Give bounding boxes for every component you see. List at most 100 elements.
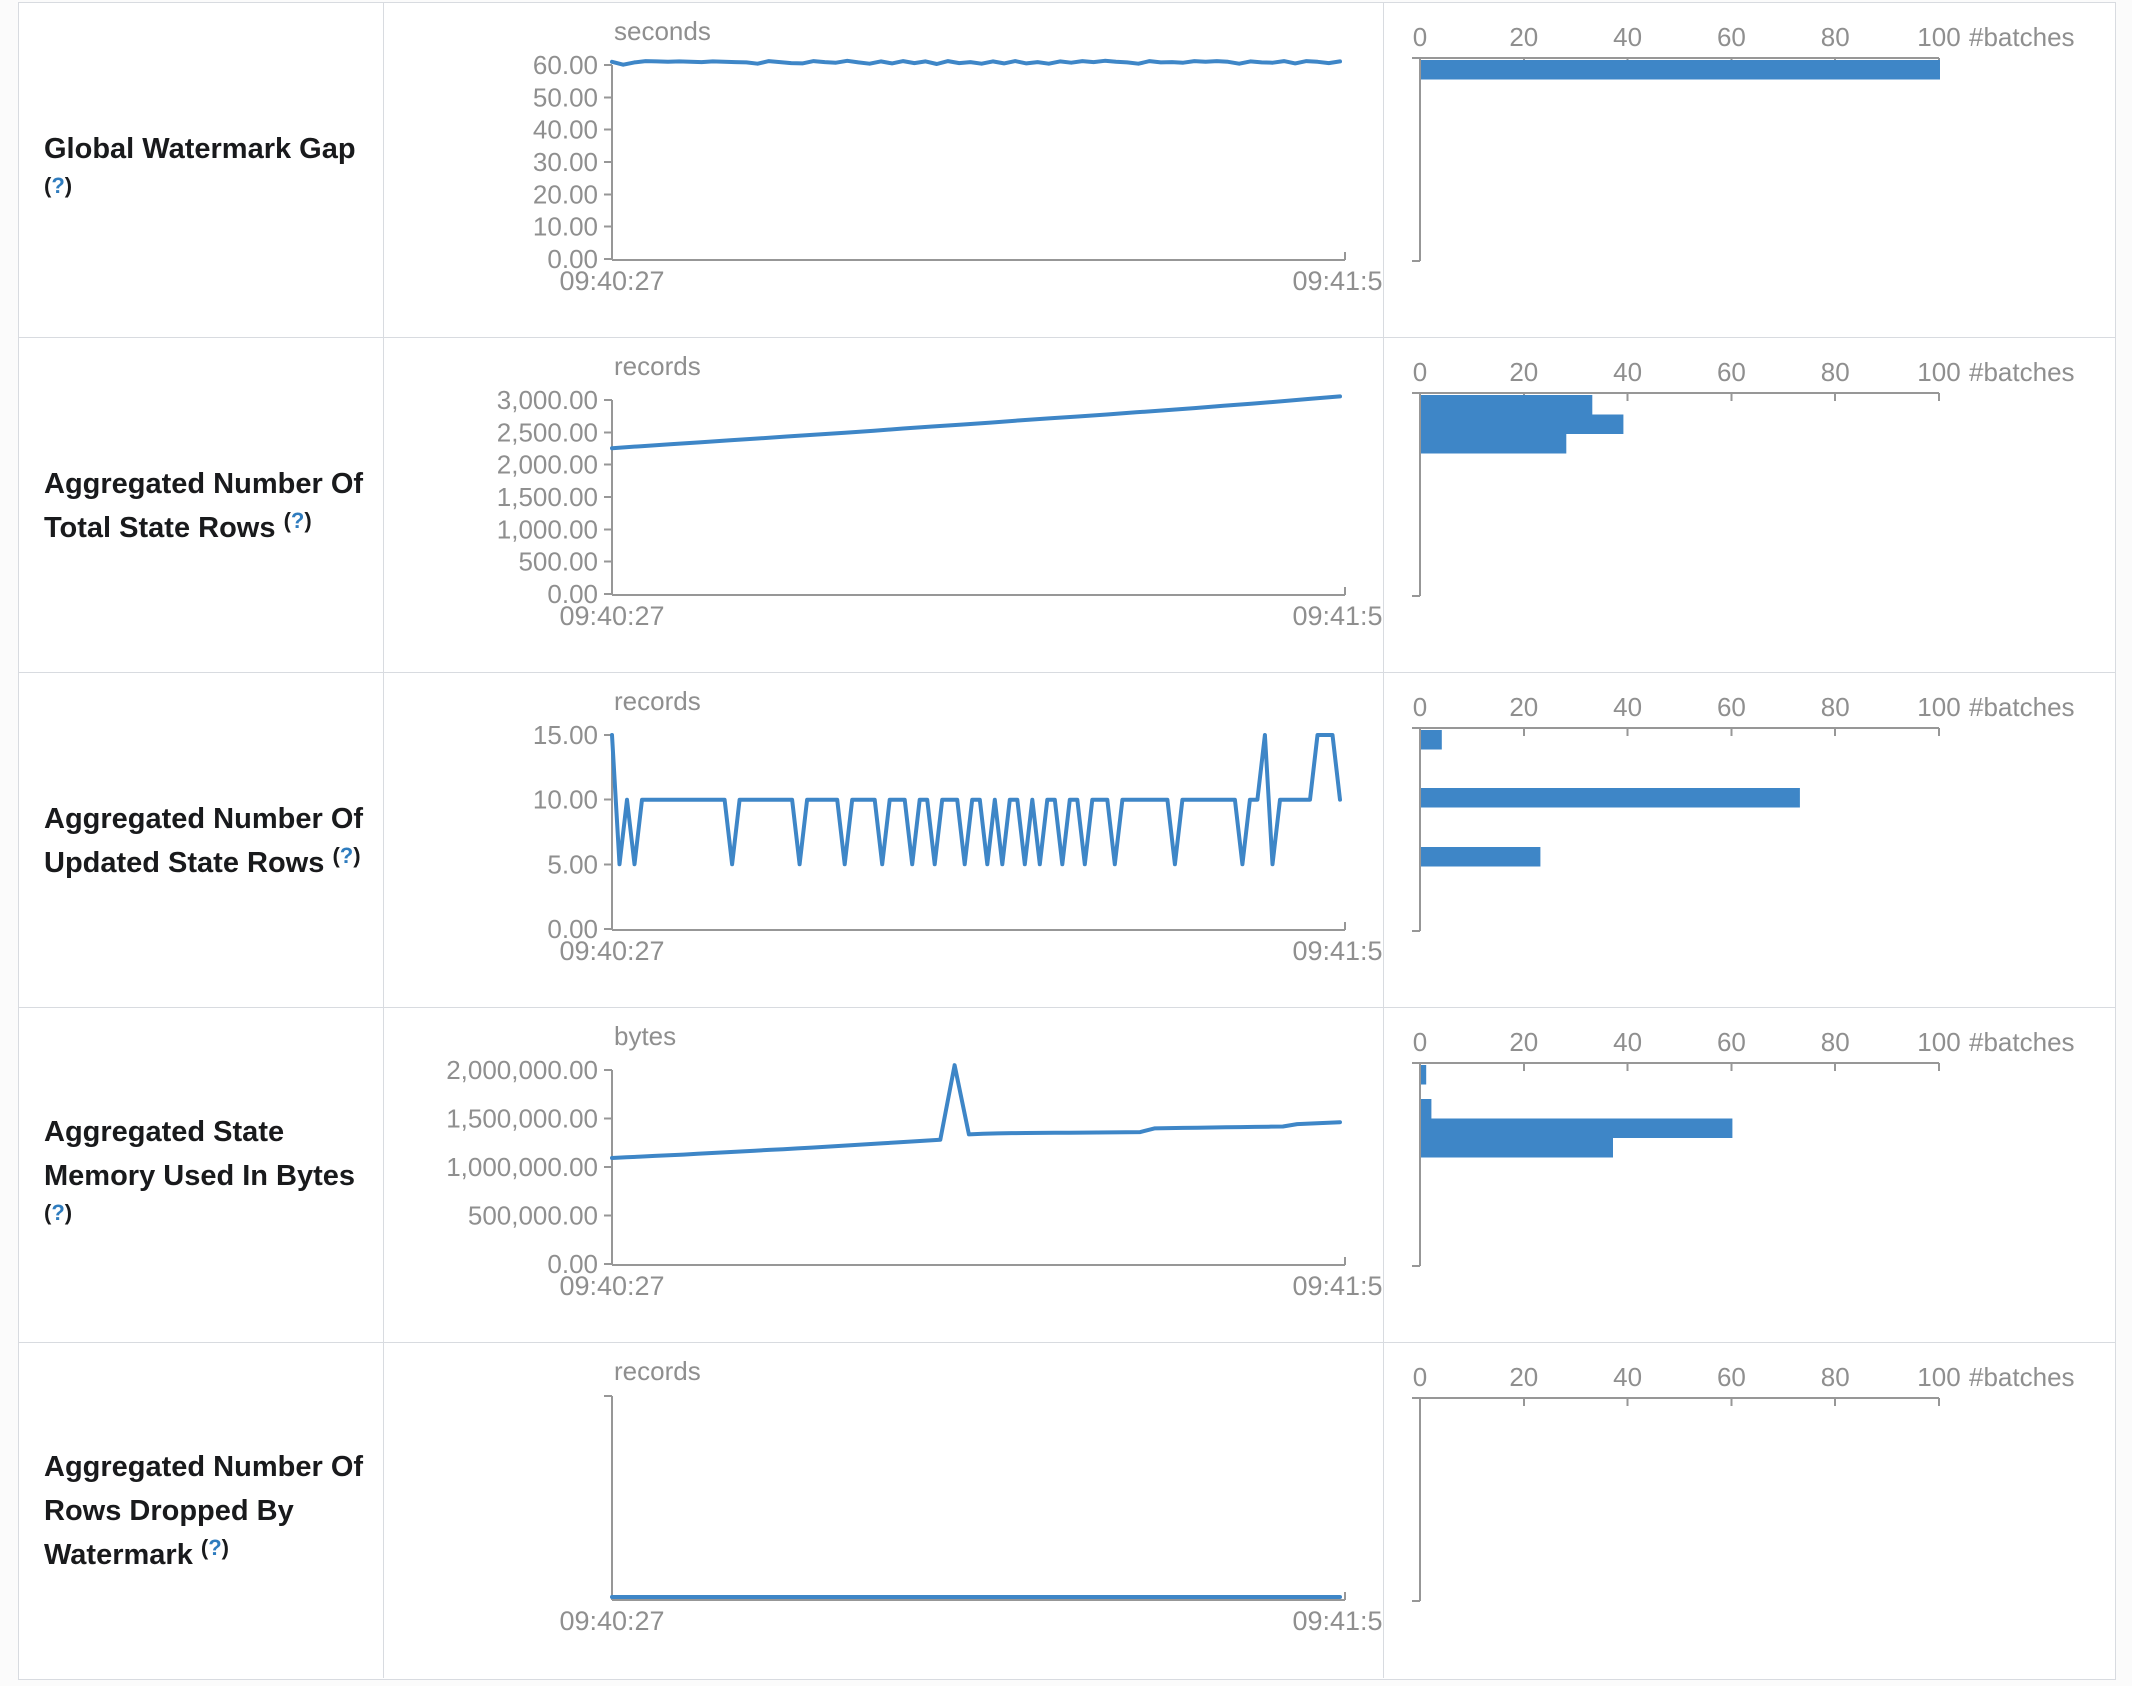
histogram-bar bbox=[1421, 1138, 1613, 1158]
timeline-y-tick-label: 15.00 bbox=[533, 720, 598, 750]
timeline-chart: bytes 2,000,000.00 1,500,000.00 1,000,000.0… bbox=[446, 1021, 1384, 1301]
help-link[interactable]: ? bbox=[51, 1199, 65, 1225]
timeline-y-tick-label: 500,000.00 bbox=[468, 1201, 598, 1231]
timeline-end-time-label: 09:41:56 bbox=[1292, 1271, 1384, 1301]
histogram-x-tick-label: 20 bbox=[1509, 22, 1538, 52]
timeline-cell: records 09:40:27 09:41:56 bbox=[383, 1343, 1384, 1678]
histogram-chart: 0 20 40 60 80 100 #batches bbox=[1412, 692, 2075, 932]
timeline-y-tick-label: 3,000.00 bbox=[497, 385, 598, 415]
timeline-y-tick-label: 500.00 bbox=[518, 547, 598, 577]
timeline-y-tick-label: 2,000,000.00 bbox=[446, 1055, 598, 1085]
help-paren-open: ( bbox=[44, 172, 52, 198]
histogram-x-tick-label: 20 bbox=[1509, 357, 1538, 387]
histogram-x-tick-label: 40 bbox=[1613, 1027, 1642, 1057]
timeline-unit-label: records bbox=[614, 351, 701, 381]
metric-label: Aggregated Number Of Rows Dropped By Wat… bbox=[44, 1445, 374, 1577]
histogram-x-tick-label: 20 bbox=[1509, 1362, 1538, 1392]
timeline-y-tick-label: 1,500,000.00 bbox=[446, 1104, 598, 1134]
histogram-bar bbox=[1421, 1099, 1432, 1119]
help-badge: (?) bbox=[44, 1200, 72, 1225]
histogram-unit-label: #batches bbox=[1969, 692, 2075, 722]
timeline-cell: seconds 60.00 50.00 40.00 30.00 20.00 10.00 0.0… bbox=[383, 3, 1384, 338]
histogram-unit-label: #batches bbox=[1969, 1027, 2075, 1057]
histogram-x-tick-label: 60 bbox=[1717, 357, 1746, 387]
histogram-x-tick-label: 40 bbox=[1613, 1362, 1642, 1392]
histogram-chart: 0 20 40 60 80 100 #batches bbox=[1412, 22, 2075, 262]
histogram-x-tick-label: 80 bbox=[1821, 1362, 1850, 1392]
histogram-chart: 0 20 40 60 80 100 #batches bbox=[1412, 357, 2075, 597]
timeline-y-tick-label: 0.00 bbox=[547, 914, 598, 944]
metric-label-cell: Global Watermark Gap (?) bbox=[19, 3, 383, 338]
timeline-chart: records 09:40:27 09:41:56 bbox=[559, 1356, 1384, 1636]
histogram-x-tick-label: 100 bbox=[1917, 1362, 1960, 1392]
help-badge: (?) bbox=[44, 173, 72, 198]
help-link[interactable]: ? bbox=[51, 172, 65, 198]
metric-label-cell: Aggregated Number Of Rows Dropped By Wat… bbox=[19, 1343, 383, 1678]
histogram-bar bbox=[1421, 788, 1800, 808]
help-link[interactable]: ? bbox=[339, 842, 354, 868]
histogram-x-tick-label: 0 bbox=[1413, 1362, 1427, 1392]
timeline-unit-label: records bbox=[614, 1356, 701, 1386]
histogram-bar bbox=[1421, 395, 1593, 415]
timeline-start-time-label: 09:40:27 bbox=[559, 266, 664, 296]
histogram-x-tick-label: 40 bbox=[1613, 22, 1642, 52]
histogram-x-tick-label: 40 bbox=[1613, 692, 1642, 722]
histogram-x-tick-label: 20 bbox=[1509, 692, 1538, 722]
histogram-x-tick-label: 100 bbox=[1917, 692, 1960, 722]
histogram-cell: 0 20 40 60 80 100 #batches bbox=[1383, 673, 2113, 1008]
histogram-unit-label: #batches bbox=[1969, 357, 2075, 387]
help-paren-close: ) bbox=[64, 1199, 73, 1225]
histogram-x-tick-label: 80 bbox=[1821, 692, 1850, 722]
metric-label-text: Global Watermark Gap bbox=[44, 132, 356, 165]
metric-label-text: Aggregated State Memory Used In Bytes bbox=[44, 1115, 356, 1192]
histogram-x-tick-label: 100 bbox=[1917, 357, 1960, 387]
table-row: Aggregated Number Of Total State Rows (?… bbox=[19, 338, 2115, 673]
histogram-bar bbox=[1421, 730, 1442, 750]
histogram-bar bbox=[1421, 847, 1541, 867]
metric-label-text: Aggregated Number Of Rows Dropped By Wat… bbox=[44, 1450, 364, 1571]
timeline-line bbox=[610, 394, 1342, 451]
histogram-chart: 0 20 40 60 80 100 #batches bbox=[1412, 1027, 2075, 1267]
histogram-bar bbox=[1421, 1065, 1427, 1085]
timeline-y-tick-label: 2,500.00 bbox=[497, 417, 598, 447]
histogram-x-tick-label: 0 bbox=[1413, 692, 1427, 722]
help-link[interactable]: ? bbox=[208, 1534, 222, 1560]
histogram-cell: 0 20 40 60 80 100 #batches bbox=[1383, 3, 2113, 338]
histogram-x-tick-label: 80 bbox=[1821, 22, 1850, 52]
histogram-x-tick-label: 20 bbox=[1509, 1027, 1538, 1057]
help-paren-close: ) bbox=[304, 507, 312, 533]
timeline-start-time-label: 09:40:27 bbox=[559, 601, 664, 631]
histogram-x-tick-label: 0 bbox=[1413, 1027, 1427, 1057]
help-badge: (?) bbox=[332, 843, 360, 868]
timeline-y-tick-label: 20.00 bbox=[533, 179, 598, 209]
help-badge: (?) bbox=[284, 508, 312, 533]
help-paren-open: ( bbox=[200, 1534, 209, 1560]
histogram-x-tick-label: 0 bbox=[1413, 22, 1427, 52]
table-row: Aggregated Number Of Updated State Rows … bbox=[19, 673, 2115, 1008]
timeline-unit-label: bytes bbox=[614, 1021, 676, 1051]
timeline-end-time-label: 09:41:56 bbox=[1292, 1606, 1384, 1636]
timeline-y-tick-label: 40.00 bbox=[533, 115, 598, 145]
timeline-y-tick-label: 50.00 bbox=[533, 82, 598, 112]
histogram-unit-label: #batches bbox=[1969, 22, 2075, 52]
histogram-x-tick-label: 80 bbox=[1821, 1027, 1850, 1057]
timeline-chart: seconds 60.0050.0040.0030.0020.0010.000.0… bbox=[533, 16, 1384, 296]
help-link[interactable]: ? bbox=[290, 507, 305, 533]
timeline-end-time-label: 09:41:56 bbox=[1292, 601, 1384, 631]
table-row: Aggregated State Memory Used In Bytes (?… bbox=[19, 1008, 2115, 1343]
timeline-cell: records 15.00 10.00 5.00 0.00 09:40:27 09:41:5… bbox=[383, 673, 1384, 1008]
histogram-cell: 0 20 40 60 80 100 #batches bbox=[1383, 1008, 2113, 1343]
metric-label: Global Watermark Gap (?) bbox=[44, 127, 374, 215]
table-row: Global Watermark Gap (?) seconds 60.00 50.0… bbox=[19, 3, 2115, 338]
timeline-y-tick-label: 30.00 bbox=[533, 147, 598, 177]
timeline-line bbox=[610, 733, 1342, 867]
timeline-y-tick-label: 0.00 bbox=[547, 244, 598, 274]
metric-label-cell: Aggregated Number Of Total State Rows (?… bbox=[19, 338, 383, 673]
timeline-line bbox=[610, 58, 1342, 67]
help-paren-open: ( bbox=[44, 1199, 52, 1225]
histogram-x-tick-label: 60 bbox=[1717, 1027, 1746, 1057]
metric-label-text: Aggregated Number Of Total State Rows bbox=[44, 467, 364, 544]
histogram-cell: 0 20 40 60 80 100 #batches bbox=[1383, 1343, 2113, 1678]
